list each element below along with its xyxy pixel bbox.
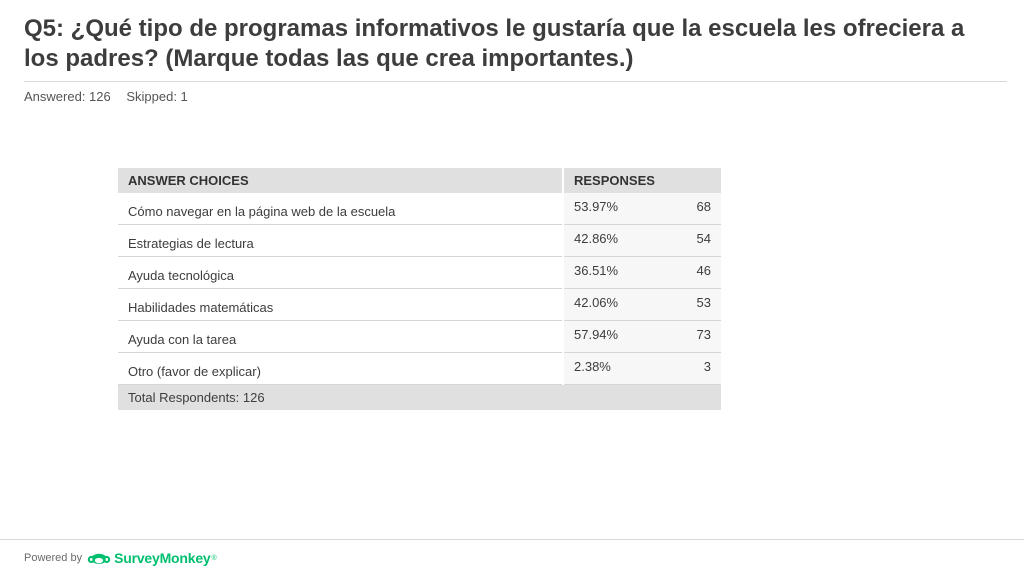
response-percent: 57.94%: [574, 327, 619, 342]
total-respondents: Total Respondents: 126: [118, 384, 563, 410]
footer-divider: [0, 539, 1024, 540]
response-percent: 53.97%: [574, 199, 619, 214]
total-row: Total Respondents: 126: [118, 384, 721, 410]
table-row: Otro (favor de explicar) 2.38% 3: [118, 352, 721, 385]
table-row: Ayuda con la tarea 57.94% 73: [118, 320, 721, 353]
answer-choice: Estrategias de lectura: [118, 224, 564, 257]
title-divider: [24, 81, 1007, 82]
answered-count: Answered: 126: [24, 89, 111, 104]
surveymonkey-wordmark: SurveyMonkey: [114, 550, 211, 566]
response-count: 73: [696, 327, 711, 342]
footer-branding: Powered by SurveyMonkey ®: [24, 548, 217, 568]
response-cell: 36.51% 46: [563, 256, 721, 289]
registered-mark: ®: [211, 554, 217, 562]
response-percent: 36.51%: [574, 263, 619, 278]
response-count: 68: [696, 199, 711, 214]
response-count: 53: [696, 295, 711, 310]
answer-choice: Habilidades matemáticas: [118, 288, 564, 321]
answer-choice: Cómo navegar en la página web de la escu…: [118, 193, 564, 225]
question-title: Q5: ¿Qué tipo de programas informativos …: [24, 15, 965, 72]
response-count: 3: [703, 359, 711, 374]
table-row: Cómo navegar en la página web de la escu…: [118, 193, 721, 225]
response-cell: 42.06% 53: [563, 288, 721, 321]
response-percent: 42.86%: [574, 231, 619, 246]
response-cell: 2.38% 3: [563, 352, 721, 385]
answer-choices-header: ANSWER CHOICES: [118, 168, 564, 193]
response-percent: 2.38%: [574, 359, 611, 374]
responses-header: RESPONSES: [563, 168, 721, 193]
response-cell: 57.94% 73: [563, 320, 721, 353]
table-row: Habilidades matemáticas 42.06% 53: [118, 288, 721, 321]
answer-choice: Ayuda tecnológica: [118, 256, 564, 289]
table-row: Ayuda tecnológica 36.51% 46: [118, 256, 721, 289]
answer-choice: Otro (favor de explicar): [118, 352, 564, 385]
skipped-count: Skipped: 1: [126, 89, 188, 104]
response-count: 46: [696, 263, 711, 278]
total-empty-cell: [563, 384, 721, 410]
response-percent: 42.06%: [574, 295, 619, 310]
table-row: Estrategias de lectura 42.86% 54: [118, 224, 721, 257]
surveymonkey-logo-icon: [87, 550, 111, 566]
answers-table: ANSWER CHOICES RESPONSES Cómo navegar en…: [118, 168, 721, 410]
response-count: 54: [696, 231, 711, 246]
powered-by-label: Powered by: [24, 552, 83, 564]
response-stats: Answered: 126 Skipped: 1: [24, 89, 188, 104]
response-cell: 42.86% 54: [563, 224, 721, 257]
answer-choice: Ayuda con la tarea: [118, 320, 564, 353]
response-cell: 53.97% 68: [563, 193, 721, 225]
table-header-row: ANSWER CHOICES RESPONSES: [118, 168, 721, 193]
